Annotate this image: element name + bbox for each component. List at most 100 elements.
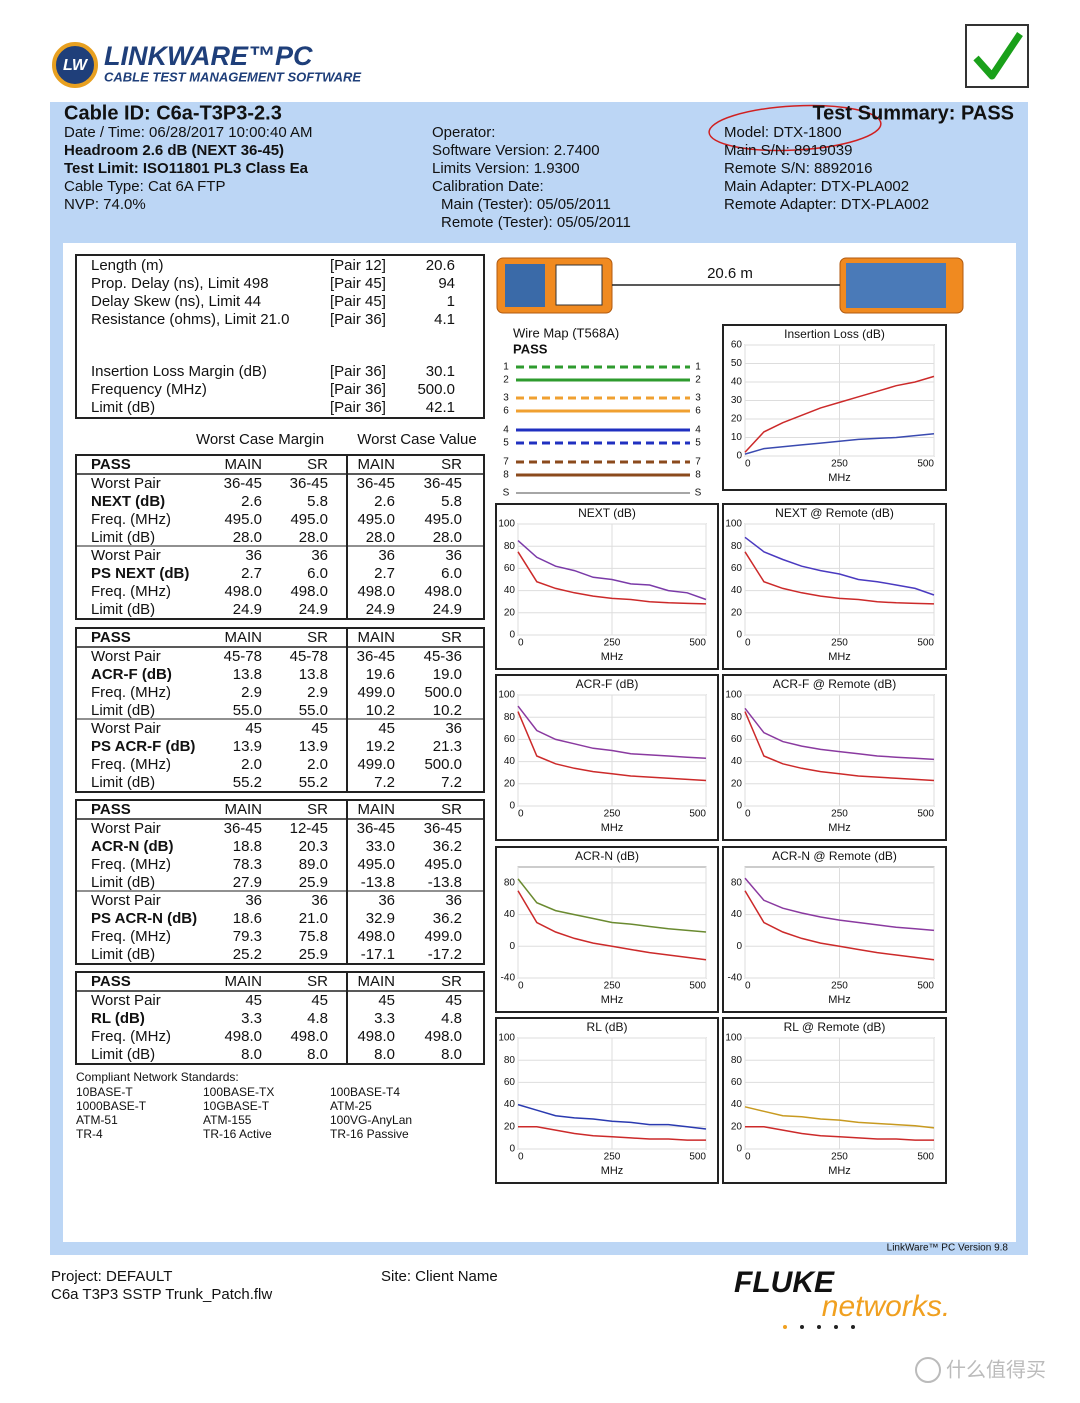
result-value: 36-45 (224, 475, 262, 492)
result-label: Worst Pair (91, 992, 161, 1009)
result-value: 36.2 (433, 910, 462, 927)
cable-length: 20.6 m (707, 265, 753, 282)
result-value: 45-78 (290, 648, 328, 665)
result-value: 55.0 (233, 702, 262, 719)
standard-item: 100BASE-TX (203, 1085, 274, 1099)
x-tick-label: 0 (745, 809, 751, 820)
result-value: 28.0 (299, 529, 328, 546)
result-value: 75.8 (299, 928, 328, 945)
result-value: 7.2 (374, 774, 395, 791)
summary-field: Headroom 2.6 dB (NEXT 36-45) (64, 142, 284, 159)
chart-title: NEXT @ Remote (dB) (775, 506, 894, 520)
length-box (75, 254, 485, 419)
result-value: 4.8 (307, 1010, 328, 1027)
block-header: SR (441, 456, 462, 473)
summary-field: Limits Version: 1.9300 (432, 160, 580, 177)
result-value: 36-45 (424, 475, 462, 492)
result-value: 36-45 (224, 820, 262, 837)
pin-right: 4 (695, 425, 701, 436)
series-line (744, 890, 935, 961)
result-label: Limit (dB) (91, 1046, 155, 1063)
result-label: Worst Pair (91, 475, 161, 492)
standard-item: 10BASE-T (76, 1085, 133, 1099)
result-label: PS ACR-F (dB) (91, 738, 195, 755)
length-pair: [Pair 36] (330, 363, 386, 380)
result-value: 495.0 (357, 856, 395, 873)
result-value: 18.8 (233, 838, 262, 855)
x-tick-label: 250 (604, 809, 621, 820)
main-tester-screen (555, 264, 603, 306)
series-line (744, 711, 935, 782)
pin-right: 8 (695, 470, 701, 481)
result-label: ACR-F (dB) (91, 666, 172, 683)
result-value: 24.9 (299, 601, 328, 618)
length-value: 500.0 (417, 381, 455, 398)
pin-right: 6 (695, 406, 701, 417)
result-value: 55.2 (233, 774, 262, 791)
x-axis-label: MHz (828, 472, 851, 484)
series-line (517, 878, 707, 933)
length-label: Delay Skew (ns), Limit 44 (91, 293, 261, 310)
margin-heading: Worst Case Margin (196, 431, 324, 448)
brand-dot (817, 1325, 821, 1329)
result-block (75, 971, 485, 1065)
pin-left: 4 (503, 425, 509, 436)
y-tick-label: 60 (504, 734, 516, 745)
length-pair: [Pair 36] (330, 381, 386, 398)
result-value: 55.0 (299, 702, 328, 719)
pin-right: 7 (695, 457, 701, 468)
x-tick-label: 0 (745, 1152, 751, 1163)
standard-item: TR-16 Passive (330, 1127, 409, 1141)
y-tick-label: 0 (509, 630, 515, 641)
series-line (517, 1103, 707, 1130)
x-tick-label: 500 (917, 809, 934, 820)
result-value: 498.0 (424, 583, 462, 600)
result-label: Freq. (MHz) (91, 684, 171, 701)
length-pair: [Pair 45] (330, 293, 386, 310)
block-header: MAIN (358, 456, 396, 473)
result-label: Worst Pair (91, 892, 161, 909)
product-name: LINKWARE™PC (104, 41, 313, 71)
result-value: 25.9 (299, 946, 328, 963)
length-label: Insertion Loss Margin (dB) (91, 363, 267, 380)
result-value: 36-45 (357, 475, 395, 492)
result-value: 36-45 (424, 820, 462, 837)
length-pair: [Pair 45] (330, 275, 386, 292)
length-value: 1 (447, 293, 455, 310)
x-tick-label: 250 (831, 459, 848, 470)
length-label: Resistance (ohms), Limit 21.0 (91, 311, 289, 328)
pin-left: 5 (503, 438, 509, 449)
result-block (75, 627, 485, 793)
block-header: SR (441, 973, 462, 990)
result-value: 25.9 (299, 874, 328, 891)
y-tick-label: 100 (725, 690, 742, 701)
y-tick-label: 100 (498, 519, 515, 530)
brand: FLUKE (734, 1266, 835, 1299)
result-value: 2.7 (374, 565, 395, 582)
result-value: 13.9 (233, 738, 262, 755)
result-value: 498.0 (224, 1028, 262, 1045)
x-tick-label: 500 (689, 638, 706, 649)
result-block (75, 799, 485, 965)
block-header: MAIN (225, 973, 263, 990)
standard-item: 100VG-AnyLan (330, 1113, 412, 1127)
result-value: 13.8 (233, 666, 262, 683)
result-label: Freq. (MHz) (91, 856, 171, 873)
result-value: 498.0 (357, 583, 395, 600)
series-line (744, 375, 935, 453)
standard-item: 1000BASE-T (76, 1099, 147, 1113)
summary-field: Main (Tester): 05/05/2011 (441, 196, 611, 213)
result-value: 45-36 (424, 648, 462, 665)
y-tick-label: 60 (731, 340, 743, 351)
result-value: 495.0 (290, 511, 328, 528)
series-line (744, 1106, 935, 1129)
block-header: MAIN (358, 629, 396, 646)
y-tick-label: 100 (725, 1033, 742, 1044)
y-tick-label: 0 (736, 941, 742, 952)
series-line (517, 551, 707, 605)
summary-field: Date / Time: 06/28/2017 10:00:40 AM (64, 124, 313, 141)
result-label: Worst Pair (91, 547, 161, 564)
summary-field: Software Version: 2.7400 (432, 142, 600, 159)
x-tick-label: 250 (831, 1152, 848, 1163)
result-value: 498.0 (224, 583, 262, 600)
